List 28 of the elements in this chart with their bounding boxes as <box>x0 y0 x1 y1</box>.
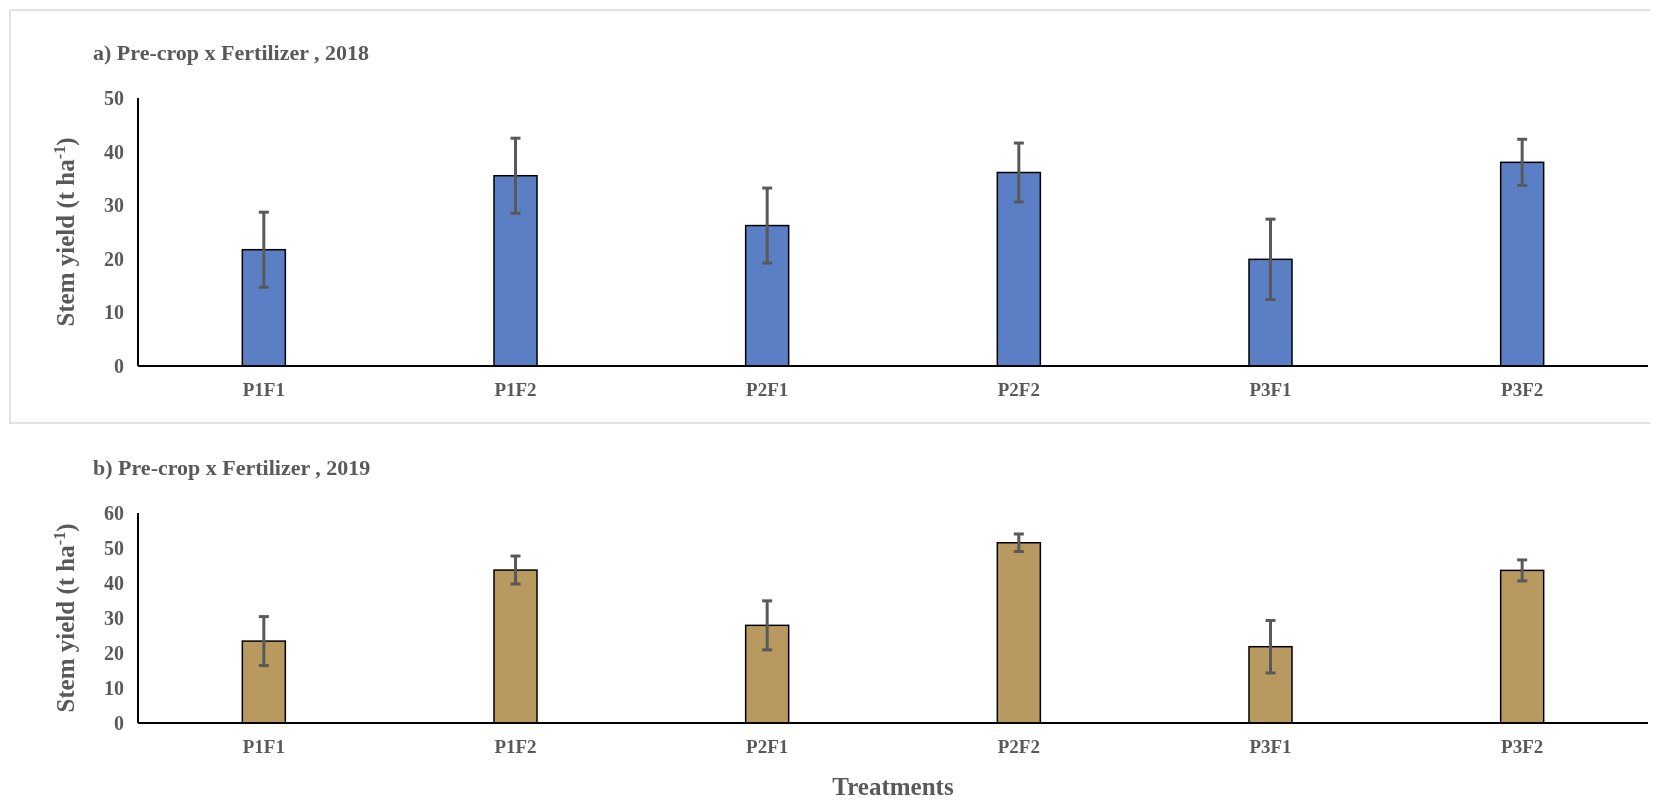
x-tick-label: P2F1 <box>746 379 789 400</box>
x-tick-label: P3F1 <box>1249 379 1292 400</box>
y-tick-label: 50 <box>104 87 124 109</box>
y-tick-label: 10 <box>104 677 124 699</box>
y-tick-label: 30 <box>104 194 124 217</box>
x-tick-label: P3F2 <box>1501 379 1544 400</box>
y-tick-label: 10 <box>104 301 124 324</box>
x-tick-label: P3F1 <box>1249 736 1292 757</box>
x-tick-label: P2F2 <box>997 736 1040 757</box>
y-tick-label: 30 <box>104 607 124 629</box>
x-tick-label: P3F2 <box>1501 736 1544 757</box>
y-tick-label: 20 <box>104 247 124 270</box>
y-tick-label: 60 <box>104 502 124 524</box>
y-tick-label: 0 <box>114 712 124 734</box>
chart-title: a) Pre-crop x Fertilizer , 2018 <box>93 40 370 65</box>
y-tick-label: 20 <box>104 642 124 664</box>
x-tick-label: P1F2 <box>494 379 537 400</box>
x-tick-label: P1F2 <box>494 736 537 757</box>
x-tick-label: P2F2 <box>997 379 1040 400</box>
y-tick-label: 40 <box>104 140 124 163</box>
x-axis-title: Treatments <box>832 773 954 800</box>
chart-title: b) Pre-crop x Fertilizer , 2019 <box>93 455 371 480</box>
y-tick-label: 40 <box>104 572 124 594</box>
y-tick-label: 50 <box>104 537 124 559</box>
x-tick-label: P1F1 <box>242 736 285 757</box>
x-tick-label: P1F1 <box>242 379 285 400</box>
y-tick-label: 0 <box>114 355 124 377</box>
x-tick-label: P2F1 <box>746 736 789 757</box>
